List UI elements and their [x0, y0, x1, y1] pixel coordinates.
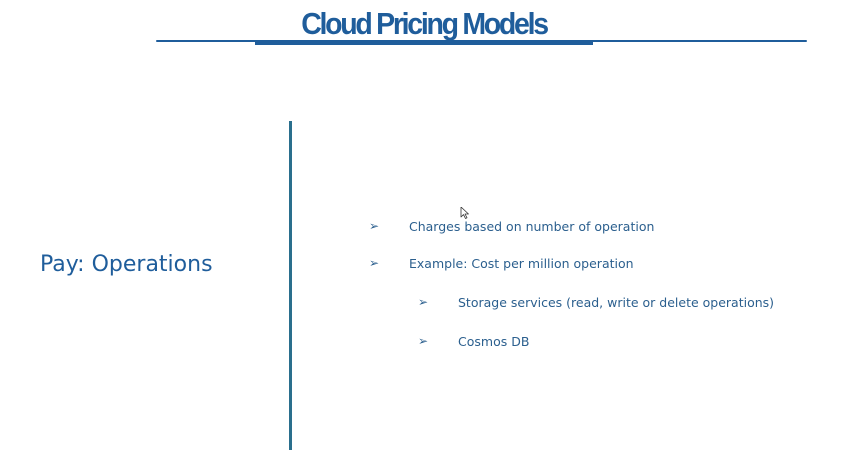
mouse-pointer-icon: [460, 207, 469, 219]
bullet-text: Example: Cost per million operation: [409, 256, 634, 271]
sub-bullet-text: Storage services (read, write or delete …: [458, 295, 775, 310]
arrow-bullet-icon: ➢: [369, 256, 380, 270]
arrow-bullet-icon: ➢: [418, 295, 429, 309]
bullet-text: Charges based on number of operation: [409, 219, 655, 234]
section-heading: Pay: Operations: [40, 252, 213, 277]
arrow-bullet-icon: ➢: [418, 334, 429, 348]
slide-title: Cloud Pricing Models: [301, 6, 549, 41]
sub-bullet-text: Cosmos DB: [458, 334, 530, 349]
vertical-divider: [289, 121, 292, 450]
title-underline-thick: [255, 41, 593, 45]
arrow-bullet-icon: ➢: [369, 219, 380, 233]
